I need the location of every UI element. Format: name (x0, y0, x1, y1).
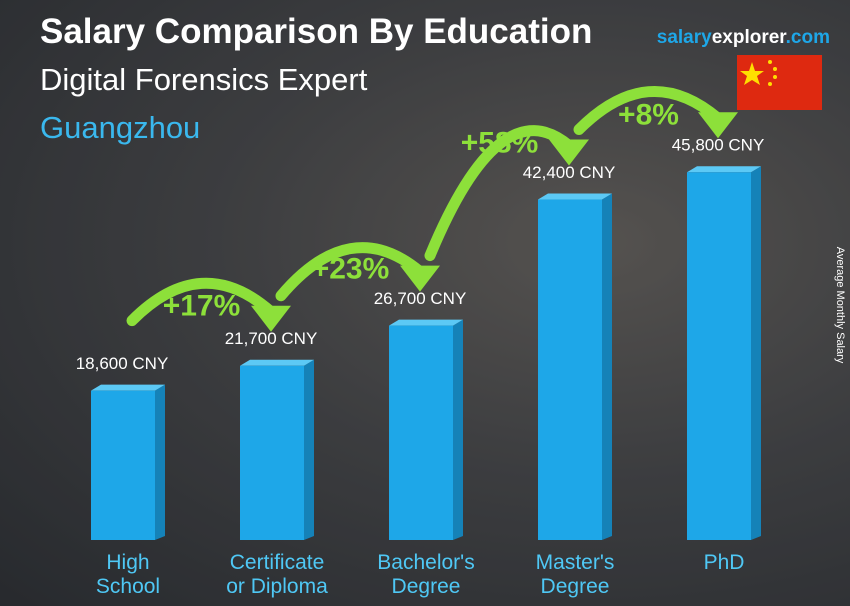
change-label: +17% (163, 290, 241, 323)
value-label: 21,700 CNY (225, 329, 318, 348)
flag-star (740, 62, 764, 85)
bar-top (538, 193, 612, 200)
x-tick-label: Certificate or Diploma (226, 551, 328, 598)
bar-side (751, 166, 761, 540)
bar-top (240, 359, 314, 366)
x-tick-label: PhD (703, 551, 745, 574)
bar (538, 199, 602, 540)
bar-side (304, 359, 314, 540)
value-label: 45,800 CNY (672, 136, 765, 155)
location: Guangzhou (40, 110, 201, 145)
x-tick-label: Bachelor's Degree (377, 551, 475, 598)
change-arrowhead (400, 265, 440, 292)
change-arrow (424, 125, 575, 262)
change-arrow (275, 242, 426, 302)
bar (389, 325, 453, 540)
flag-star (773, 75, 777, 79)
bar-side (155, 384, 165, 540)
change-arrowhead (549, 139, 589, 166)
subtitle: Digital Forensics Expert (40, 62, 368, 97)
value-label: 18,600 CNY (76, 354, 169, 373)
change-label: +58% (461, 126, 539, 159)
change-arrowhead (251, 305, 291, 332)
flag-star (773, 67, 777, 71)
bar (91, 390, 155, 540)
value-label: 42,400 CNY (523, 163, 616, 182)
title: Salary Comparison By Education (40, 12, 593, 51)
bar (687, 172, 751, 540)
brand: salaryexplorer.com (657, 27, 830, 48)
brand-part: explorer (712, 27, 788, 48)
x-tick-label: High School (95, 551, 161, 598)
value-label: 26,700 CNY (374, 289, 467, 308)
flag-star (768, 60, 772, 64)
flag-field (737, 55, 822, 110)
change-arrow (573, 86, 724, 136)
bar-top (91, 384, 165, 391)
brand-part: salary (657, 27, 712, 48)
change-label: +8% (618, 98, 679, 131)
flag-star (768, 82, 772, 86)
bar-top (687, 166, 761, 173)
change-arrow (126, 277, 277, 327)
y-axis-label: Average Monthly Salary (834, 247, 846, 364)
change-label: +23% (312, 253, 390, 286)
bar-top (389, 319, 463, 326)
flag (737, 55, 822, 110)
bar-side (453, 319, 463, 540)
bar (240, 365, 304, 540)
brand-part: .com (786, 27, 830, 48)
bar-side (602, 193, 612, 540)
x-tick-label: Master's Degree (535, 551, 615, 598)
change-arrowhead (698, 112, 738, 139)
